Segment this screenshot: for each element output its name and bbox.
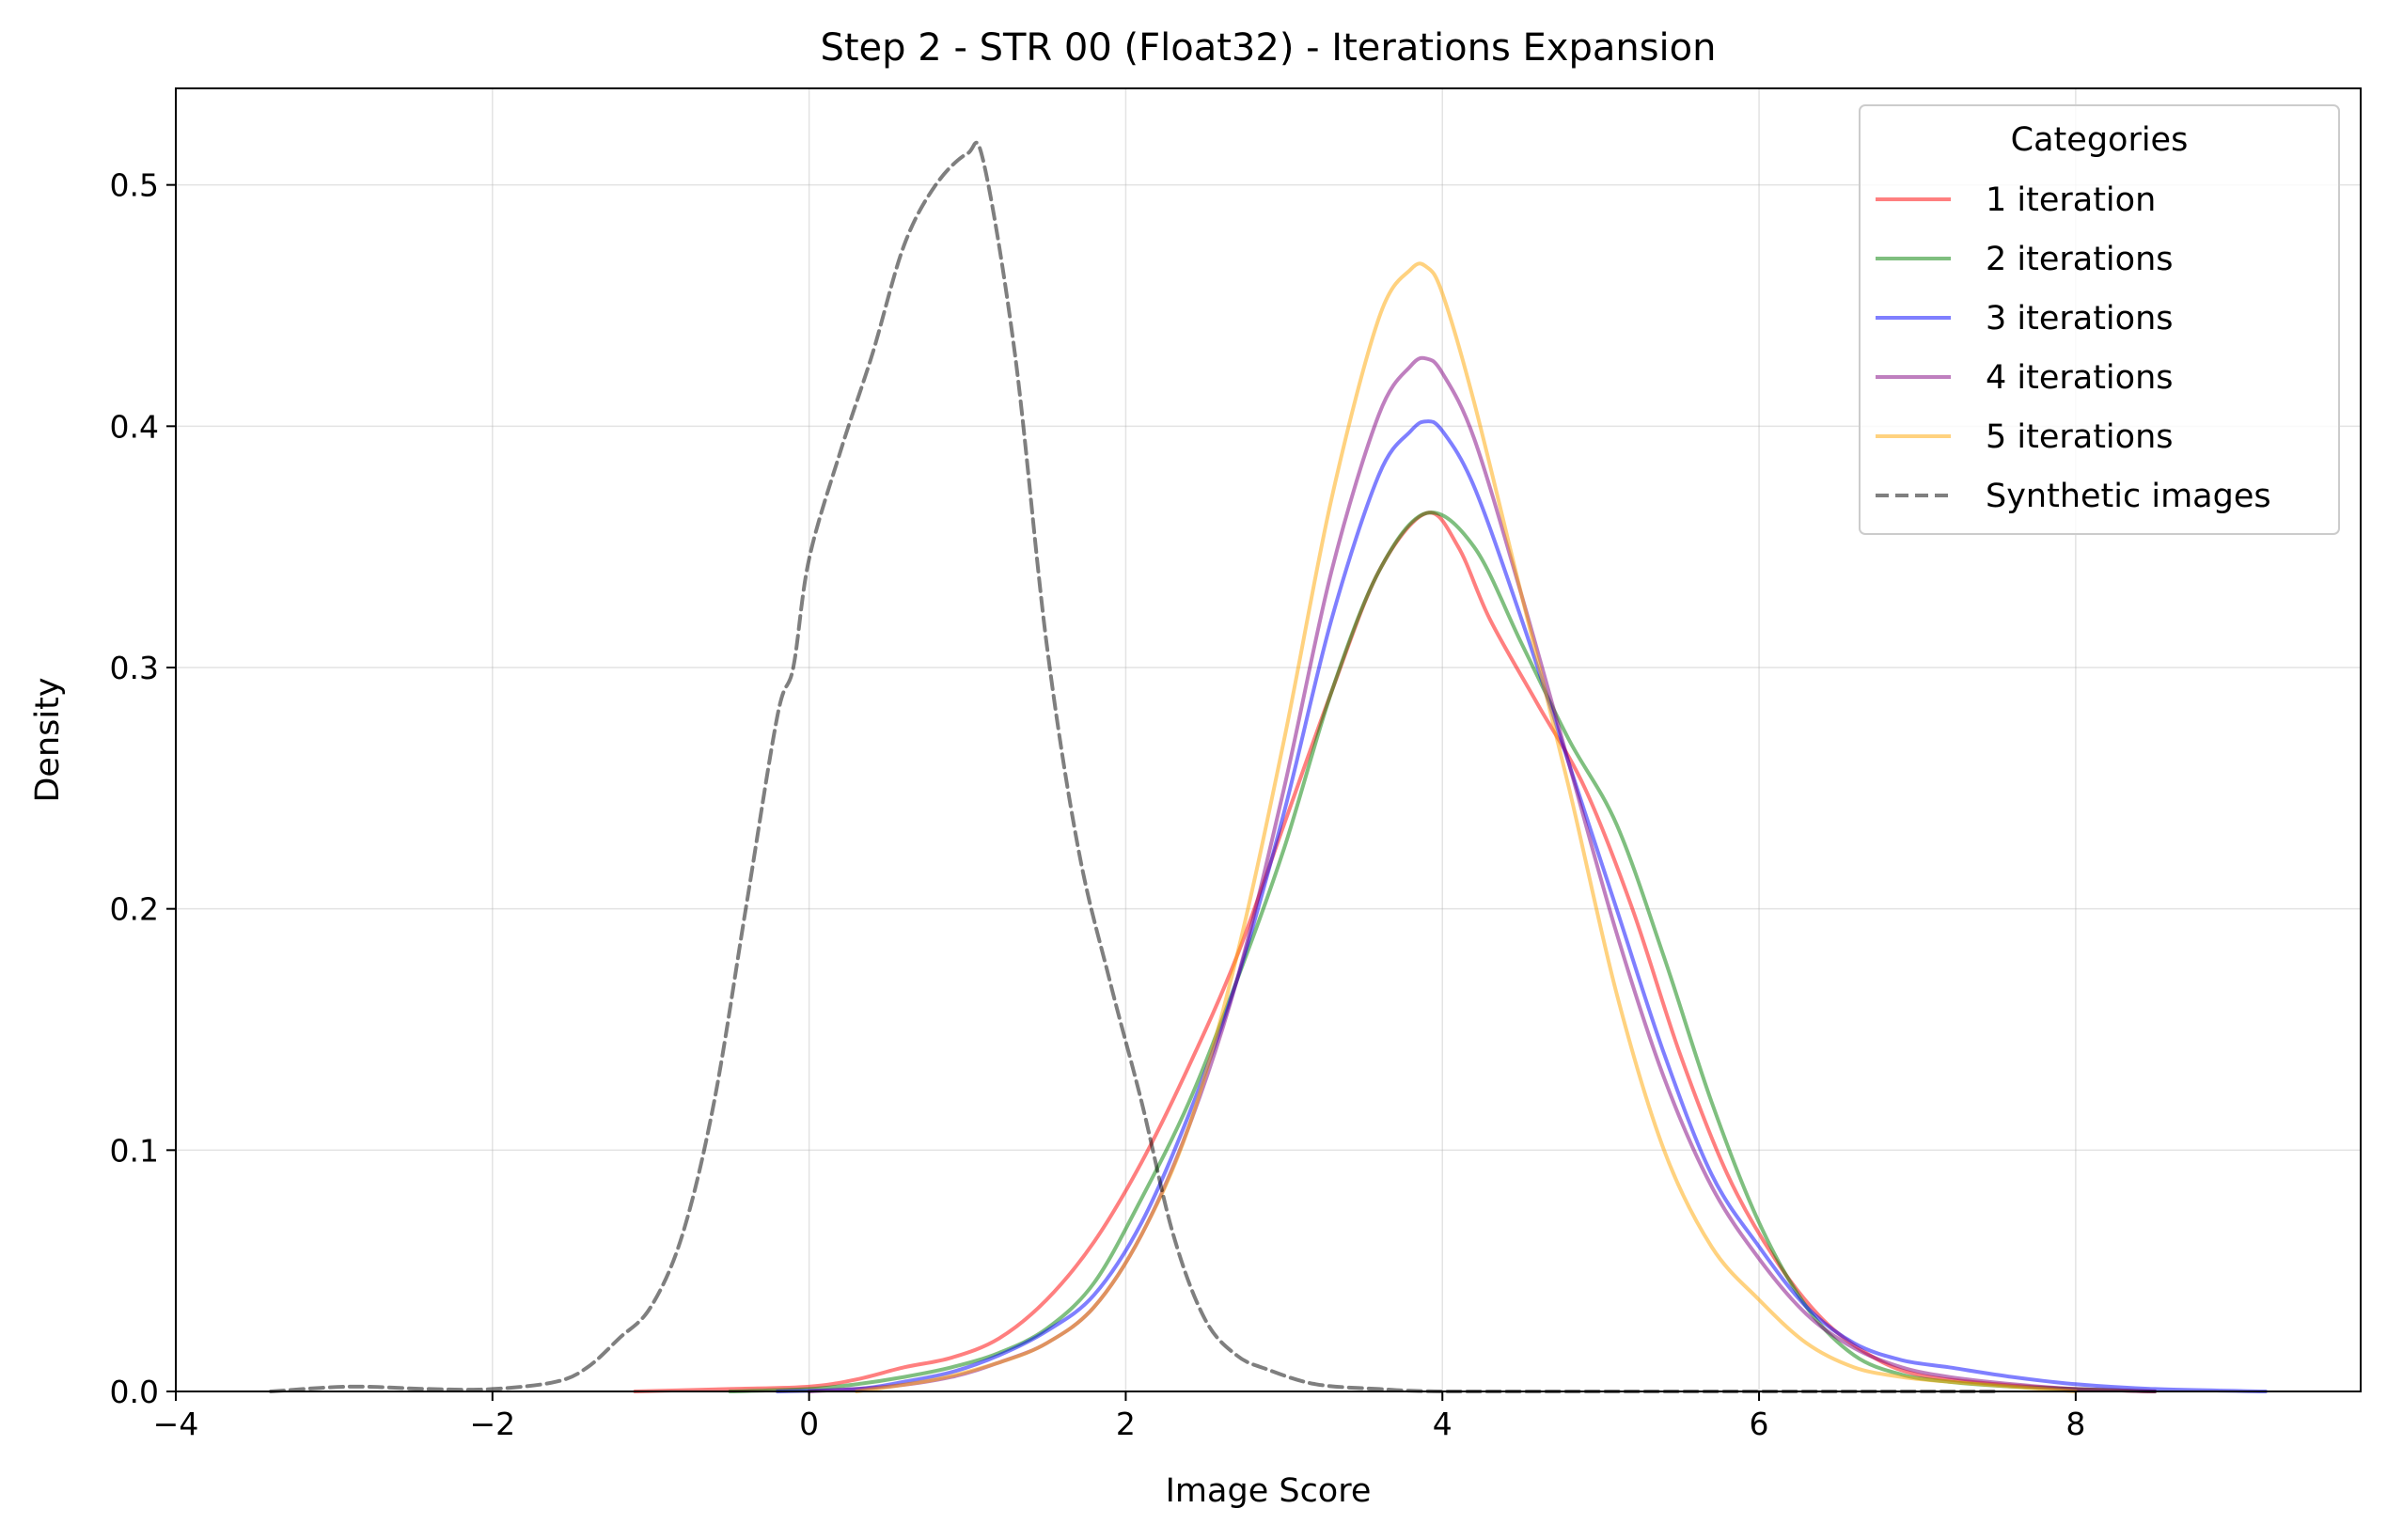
x-axis-label: Image Score [1166, 1472, 1372, 1510]
y-tick-label: 0.0 [110, 1374, 159, 1410]
x-tick-label: −2 [469, 1406, 515, 1442]
legend-box [1859, 104, 2340, 535]
series-lines [269, 140, 2268, 1394]
legend-title: Categories [2011, 121, 2189, 159]
series-line-6 [269, 140, 1999, 1394]
legend-label-6: Synthetic images [1986, 478, 2271, 515]
x-axis-ticks: −4 −2 0 2 4 6 8 [153, 1391, 2085, 1442]
series-line-3 [775, 419, 2268, 1393]
y-tick-label: 0.3 [110, 650, 159, 686]
x-tick-label: 4 [1433, 1406, 1453, 1442]
x-tick-label: 0 [799, 1406, 819, 1442]
y-axis-label: Density [29, 677, 67, 802]
series-line-5 [855, 261, 2078, 1393]
y-tick-label: 0.2 [110, 891, 159, 928]
legend-label-1: 1 iteration [1986, 181, 2156, 219]
y-tick-label: 0.1 [110, 1132, 159, 1169]
x-tick-label: 8 [2065, 1406, 2085, 1442]
y-tick-label: 0.5 [110, 167, 159, 204]
legend-label-5: 5 iterations [1986, 418, 2174, 456]
y-axis-ticks: 0.0 0.1 0.2 0.3 0.4 0.5 [110, 167, 176, 1410]
x-tick-label: 6 [1750, 1406, 1769, 1442]
y-tick-label: 0.4 [110, 408, 159, 445]
x-tick-label: −4 [153, 1406, 199, 1442]
legend-label-4: 4 iterations [1986, 359, 2174, 397]
legend: Categories 1 iteration 2 iterations 3 iter… [1859, 104, 2340, 535]
plot-frame [175, 87, 2362, 1392]
legend-label-3: 3 iterations [1986, 300, 2174, 338]
legend-items: 1 iteration 2 iterations 3 iterations 4 ite… [1876, 181, 2271, 515]
x-tick-label: 2 [1116, 1406, 1136, 1442]
chart-title: Step 2 - STR 00 (Float32) - Iterations E… [820, 26, 1716, 70]
legend-label-2: 2 iterations [1986, 241, 2174, 278]
